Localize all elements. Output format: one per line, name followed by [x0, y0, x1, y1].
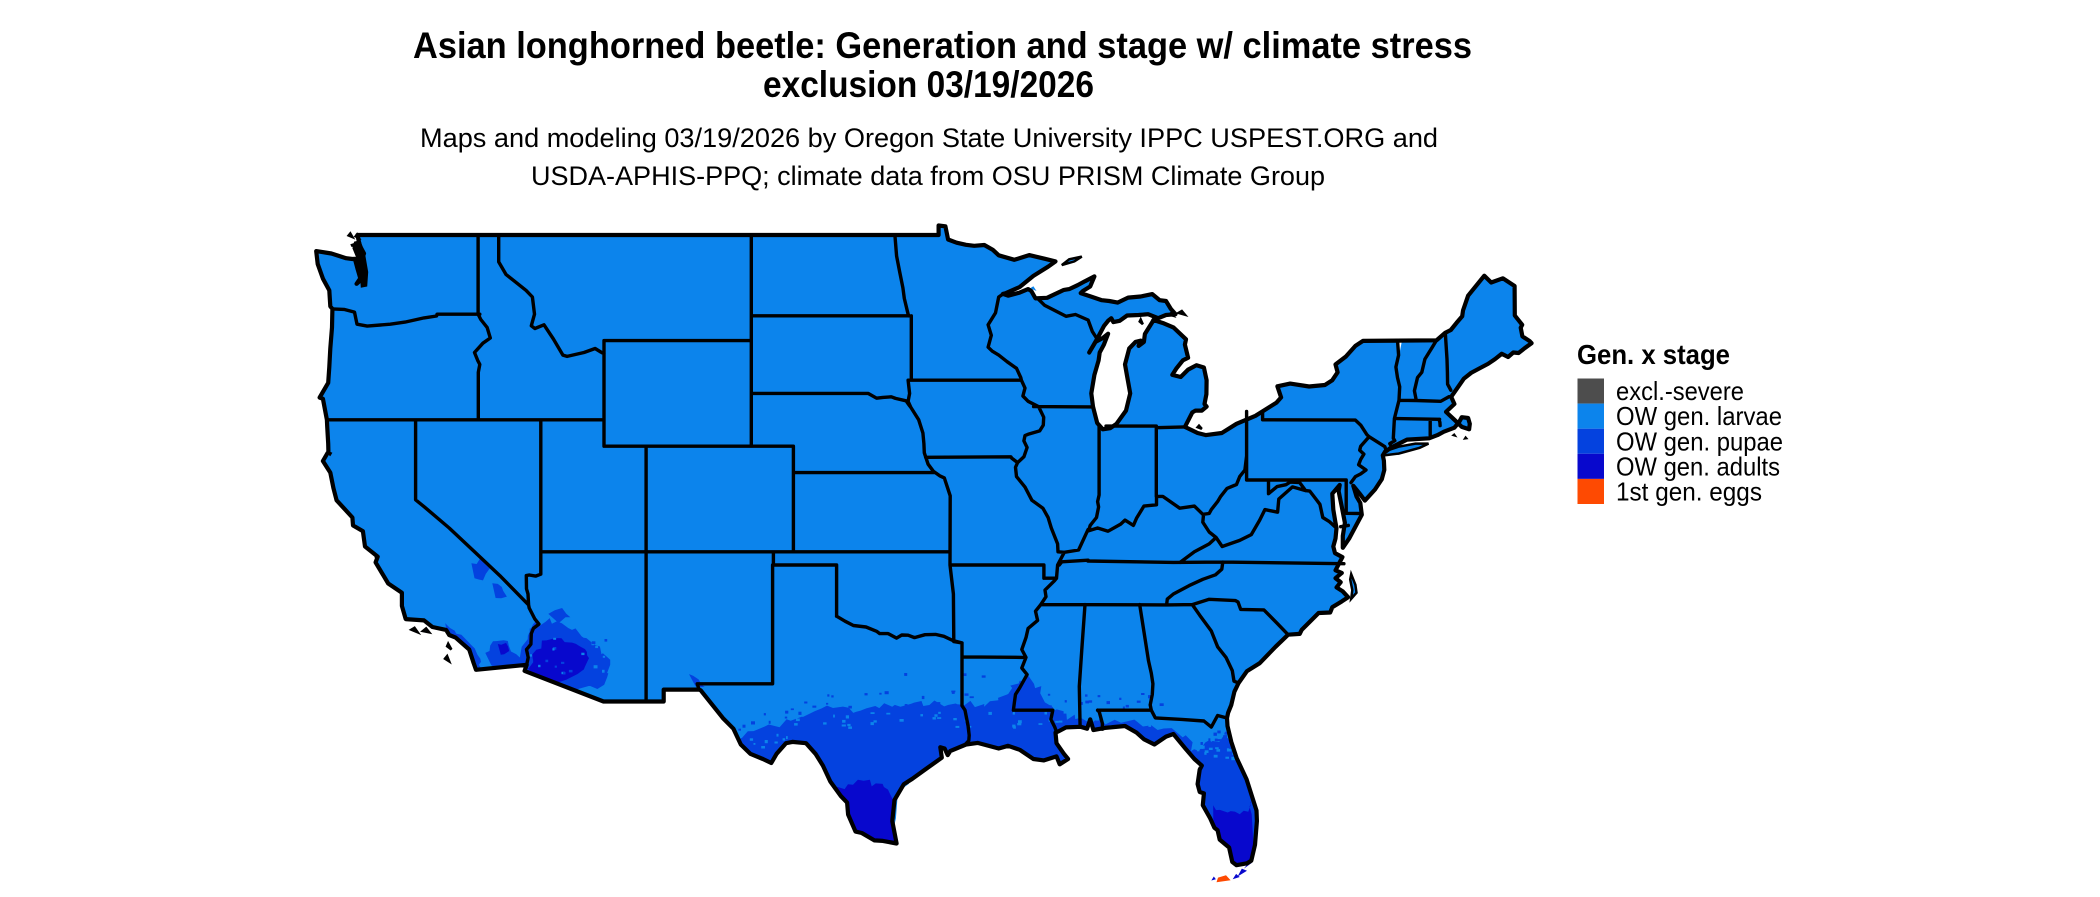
svg-text:Asian longhorned beetle: Gener: Asian longhorned beetle: Generation and … [413, 25, 1472, 66]
svg-text:OW gen. pupae: OW gen. pupae [1616, 426, 1783, 456]
svg-text:Gen. x stage: Gen. x stage [1577, 339, 1730, 370]
svg-text:USDA-APHIS-PPQ; climate data f: USDA-APHIS-PPQ; climate data from OSU PR… [531, 160, 1325, 191]
svg-text:Maps and modeling 03/19/2026 b: Maps and modeling 03/19/2026 by Oregon S… [420, 122, 1438, 153]
svg-text:OW gen. larvae: OW gen. larvae [1616, 401, 1782, 431]
svg-text:OW gen. adults: OW gen. adults [1616, 451, 1780, 481]
svg-text:excl.-severe: excl.-severe [1616, 376, 1744, 406]
svg-text:1st gen. eggs: 1st gen. eggs [1616, 476, 1762, 506]
svg-text:exclusion 03/19/2026: exclusion 03/19/2026 [763, 64, 1094, 105]
